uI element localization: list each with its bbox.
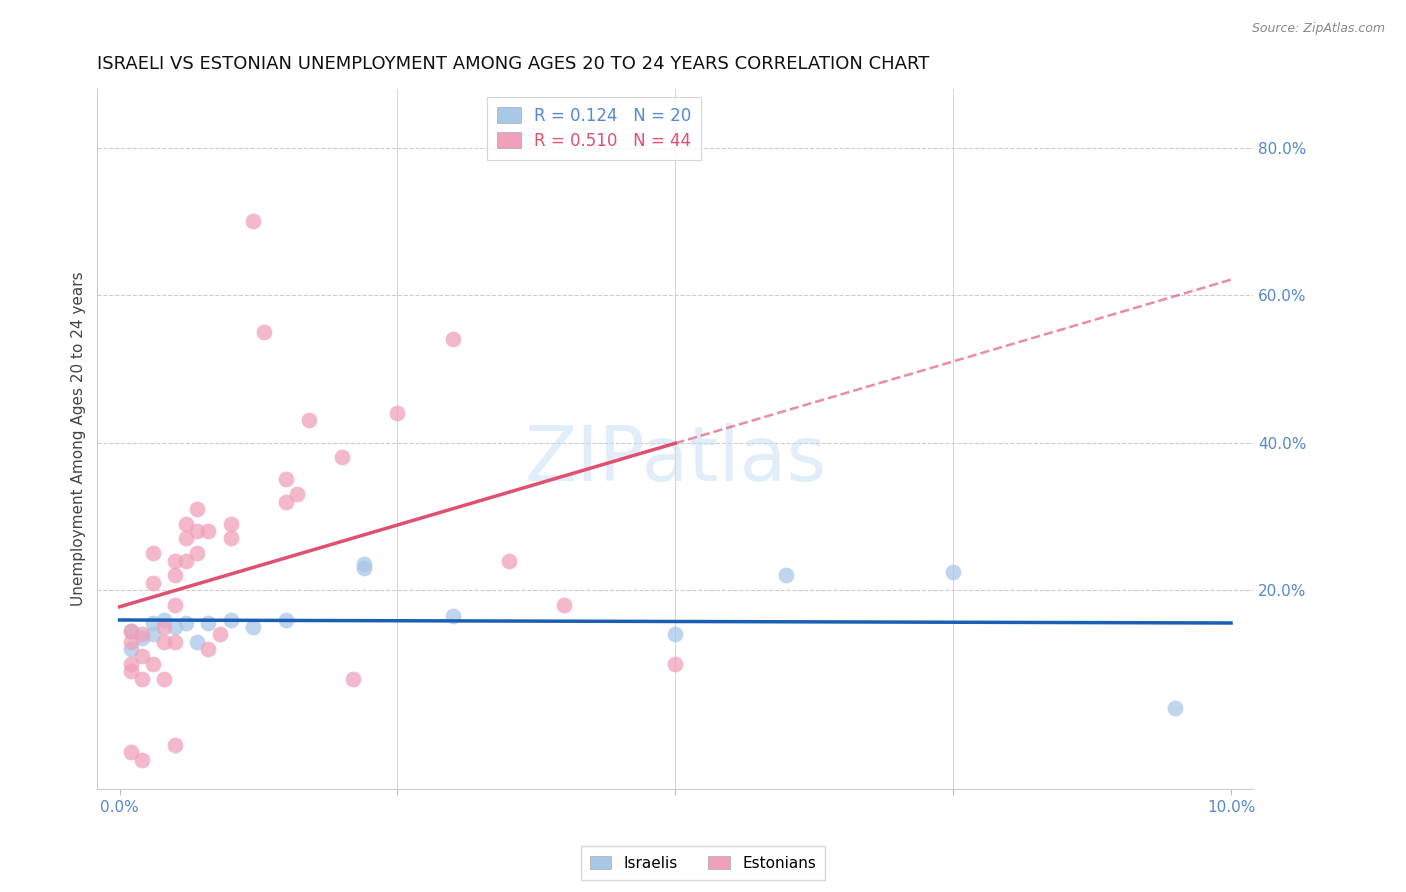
Point	[297, 413, 319, 427]
Point	[174, 516, 197, 531]
Point	[441, 608, 464, 623]
Point	[142, 657, 165, 671]
Point	[186, 546, 208, 560]
Point	[131, 672, 153, 686]
Point	[165, 634, 187, 648]
Point	[553, 598, 575, 612]
Point	[441, 332, 464, 346]
Point	[208, 627, 231, 641]
Point	[197, 524, 219, 538]
Point	[353, 558, 375, 572]
Point	[330, 450, 353, 465]
Point	[131, 627, 153, 641]
Point	[174, 532, 197, 546]
Point	[174, 553, 197, 567]
Point	[387, 406, 409, 420]
Point	[1164, 701, 1187, 715]
Point	[174, 616, 197, 631]
Point	[142, 616, 165, 631]
Legend: R = 0.124   N = 20, R = 0.510   N = 44: R = 0.124 N = 20, R = 0.510 N = 44	[488, 97, 702, 160]
Point	[219, 516, 242, 531]
Point	[153, 620, 176, 634]
Point	[219, 532, 242, 546]
Point	[287, 487, 309, 501]
Point	[165, 553, 187, 567]
Point	[276, 494, 298, 508]
Point	[142, 575, 165, 590]
Point	[197, 642, 219, 657]
Point	[153, 672, 176, 686]
Point	[775, 568, 797, 582]
Point	[120, 624, 142, 638]
Point	[131, 753, 153, 767]
Point	[165, 738, 187, 752]
Point	[186, 524, 208, 538]
Text: ZIPatlas: ZIPatlas	[524, 423, 827, 497]
Point	[664, 627, 686, 641]
Point	[219, 613, 242, 627]
Point	[153, 613, 176, 627]
Point	[253, 325, 276, 339]
Point	[120, 642, 142, 657]
Y-axis label: Unemployment Among Ages 20 to 24 years: Unemployment Among Ages 20 to 24 years	[72, 271, 86, 607]
Point	[165, 598, 187, 612]
Point	[197, 616, 219, 631]
Point	[131, 649, 153, 664]
Point	[153, 634, 176, 648]
Point	[353, 561, 375, 575]
Point	[120, 634, 142, 648]
Point	[276, 613, 298, 627]
Point	[142, 627, 165, 641]
Text: Source: ZipAtlas.com: Source: ZipAtlas.com	[1251, 22, 1385, 36]
Point	[120, 624, 142, 638]
Point	[131, 631, 153, 645]
Point	[498, 553, 520, 567]
Point	[342, 672, 364, 686]
Point	[120, 657, 142, 671]
Text: ISRAELI VS ESTONIAN UNEMPLOYMENT AMONG AGES 20 TO 24 YEARS CORRELATION CHART: ISRAELI VS ESTONIAN UNEMPLOYMENT AMONG A…	[97, 55, 929, 73]
Point	[120, 664, 142, 678]
Point	[165, 620, 187, 634]
Point	[276, 472, 298, 486]
Point	[942, 565, 965, 579]
Point	[142, 546, 165, 560]
Point	[120, 745, 142, 759]
Point	[165, 568, 187, 582]
Point	[242, 214, 264, 228]
Point	[242, 620, 264, 634]
Point	[186, 634, 208, 648]
Point	[186, 502, 208, 516]
Point	[664, 657, 686, 671]
Legend: Israelis, Estonians: Israelis, Estonians	[581, 847, 825, 880]
